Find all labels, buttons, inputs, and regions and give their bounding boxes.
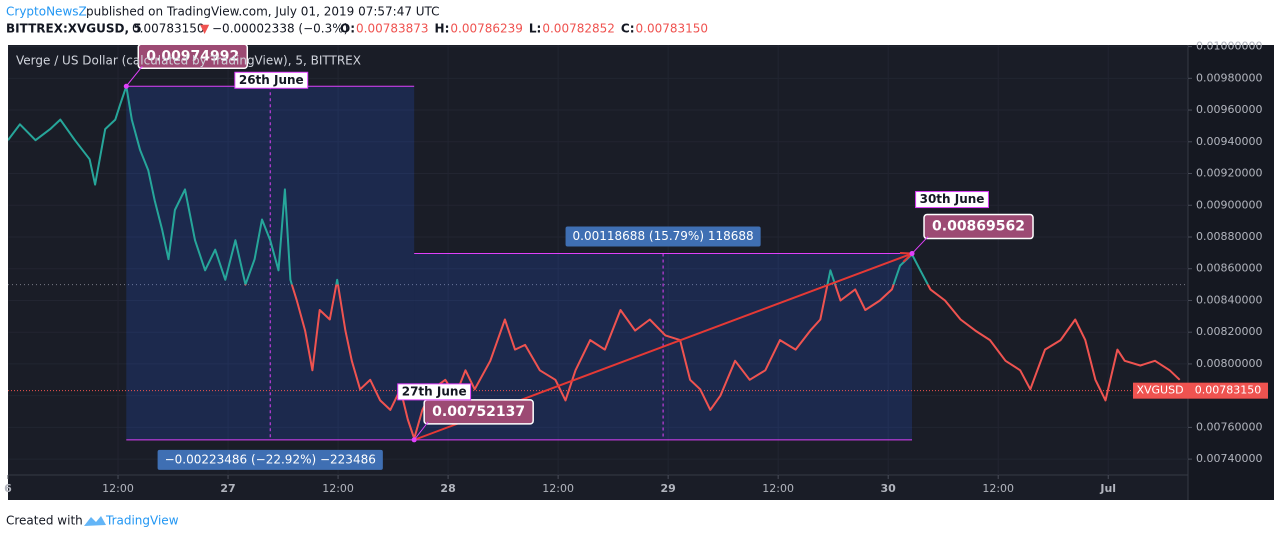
point-date: 26th June [239,73,304,87]
chart-bg [8,45,1274,500]
logo [84,516,106,526]
price-line [8,85,1181,440]
ohlc-key: L: [529,22,541,36]
change: −0.00002338 (−0.3%) [212,22,348,36]
point-price-bg [923,213,1034,240]
x-tick-label: 12:00 [762,482,794,495]
y-tick-label: 0.00860000 [1196,262,1262,275]
y-tick-label: 0.00900000 [1196,198,1262,211]
x-tick-label: 12:00 [982,482,1014,495]
callout-stem [125,65,143,87]
ohlc-value: 0.00786239 [450,22,523,36]
arrow: ▼ [200,22,210,36]
x-tick-label: 27 [220,482,235,495]
point-date: 27th June [402,384,467,398]
publisher[interactable]: CryptoNewsZ [6,5,87,19]
measure-label: −0.00223486 (−22.92%) −223486 [165,452,376,466]
symbol: BITTREX:XVGUSD, 5 [6,22,142,36]
measure-label-bg [565,226,761,247]
point-date-bg [234,71,309,89]
x-tick-label: 6 [4,482,12,495]
ohlc-key: H: [435,22,450,36]
measure-label-bg [157,449,383,470]
x-tick-label: Jul [1099,482,1116,495]
x-tick-label: 28 [440,482,455,495]
y-tick-label: 0.00840000 [1196,293,1262,306]
y-tick-label: 0.00800000 [1196,357,1262,370]
point-date: 30th June [920,192,985,206]
x-tick-label: 29 [660,482,675,495]
point-price: 0.00869562 [932,219,1025,235]
x-tick-label: 12:00 [542,482,574,495]
last-price-label: 0.00783150 [1195,384,1261,397]
ohlc-value: 0.00783873 [356,22,429,36]
y-tick-label: 0.00760000 [1196,420,1262,433]
symbol-line: BITTREX:XVGUSD, 5 0.00783150 ▼ −0.000023… [6,22,708,36]
footer: Created with TradingView [6,514,179,528]
point-date-bg [397,383,472,401]
published: published on TradingView.com, July 01, 2… [86,5,440,19]
callout-stem [911,236,929,254]
x-tick-label: 12:00 [322,482,354,495]
series-tag: XVGUSD [1136,384,1183,397]
price-axis-bg [1188,45,1274,500]
callout-stem [413,421,429,441]
y-tick-label: 0.00880000 [1196,230,1262,243]
last-price-bg [1188,382,1268,399]
point-price: 0.00974992 [146,48,239,64]
ohlc-key: C: [621,22,635,36]
ohlc-key: O: [340,22,355,36]
ohlc-value: 0.00782852 [542,22,615,36]
point-price-bg [423,399,534,425]
ohlc-value: 0.00783150 [636,22,709,36]
footer-prefix: Created with [6,514,83,528]
y-tick-label: 0.01000000 [1196,40,1262,53]
y-tick-label: 0.00740000 [1196,452,1262,465]
x-tick-label: 12:00 [102,482,134,495]
measure-label: 0.00118688 (15.79%) 118688 [573,229,754,243]
y-tick-label: 0.00960000 [1196,103,1262,116]
y-tick-label: 0.00820000 [1196,325,1262,338]
point-date-bg [915,191,989,209]
series-tag-bg [1133,382,1188,399]
axes: 0.007400000.007600000.007800000.00800000… [4,40,1262,495]
y-tick-label: 0.00940000 [1196,135,1262,148]
x-tick-label: 30 [881,482,897,495]
annotations: −0.00223486 (−22.92%) −223486 0.00118688 … [123,43,1268,470]
footer-brand[interactable]: TradingView [105,514,179,528]
last: 0.00783150 [132,22,205,36]
point-price-bg [137,43,249,70]
y-tick-label: 0.00980000 [1196,71,1262,84]
point-price: 0.00752137 [432,404,525,420]
y-tick-label: 0.00920000 [1196,167,1262,180]
chart-title: Verge / US Dollar (calculated by Trading… [16,54,361,68]
